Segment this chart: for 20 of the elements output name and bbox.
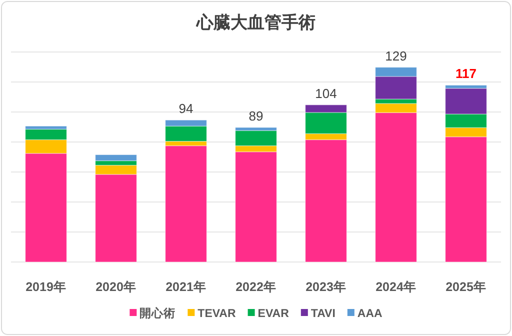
bar [165, 145, 207, 262]
chart-title: 心臓大血管手術 [196, 13, 316, 32]
annotation: 94 [178, 101, 194, 116]
annotation: 89 [248, 108, 264, 124]
legend-label: EVAR [258, 308, 290, 320]
x-tick-label: 2024年 [376, 280, 416, 294]
annotation: 104 [315, 86, 337, 101]
bar [95, 154, 137, 162]
x-tick-label: 2023年 [306, 280, 346, 294]
annotation: 117 [456, 66, 476, 82]
legend-label: 開心術 [140, 306, 176, 320]
x-tick-label: 2021年 [166, 280, 206, 294]
x-tick-label: 2025年 [446, 280, 486, 294]
x-tick-label: 2020年 [96, 280, 136, 294]
legend-label: AAA [357, 308, 382, 320]
annotation: 129 [385, 48, 407, 64]
legend-label: TAVI [310, 308, 336, 320]
x-tick-label: 2022年 [236, 280, 276, 294]
x-tick-label: 2019年 [26, 280, 66, 294]
legend-label: TEVAR [198, 308, 236, 320]
